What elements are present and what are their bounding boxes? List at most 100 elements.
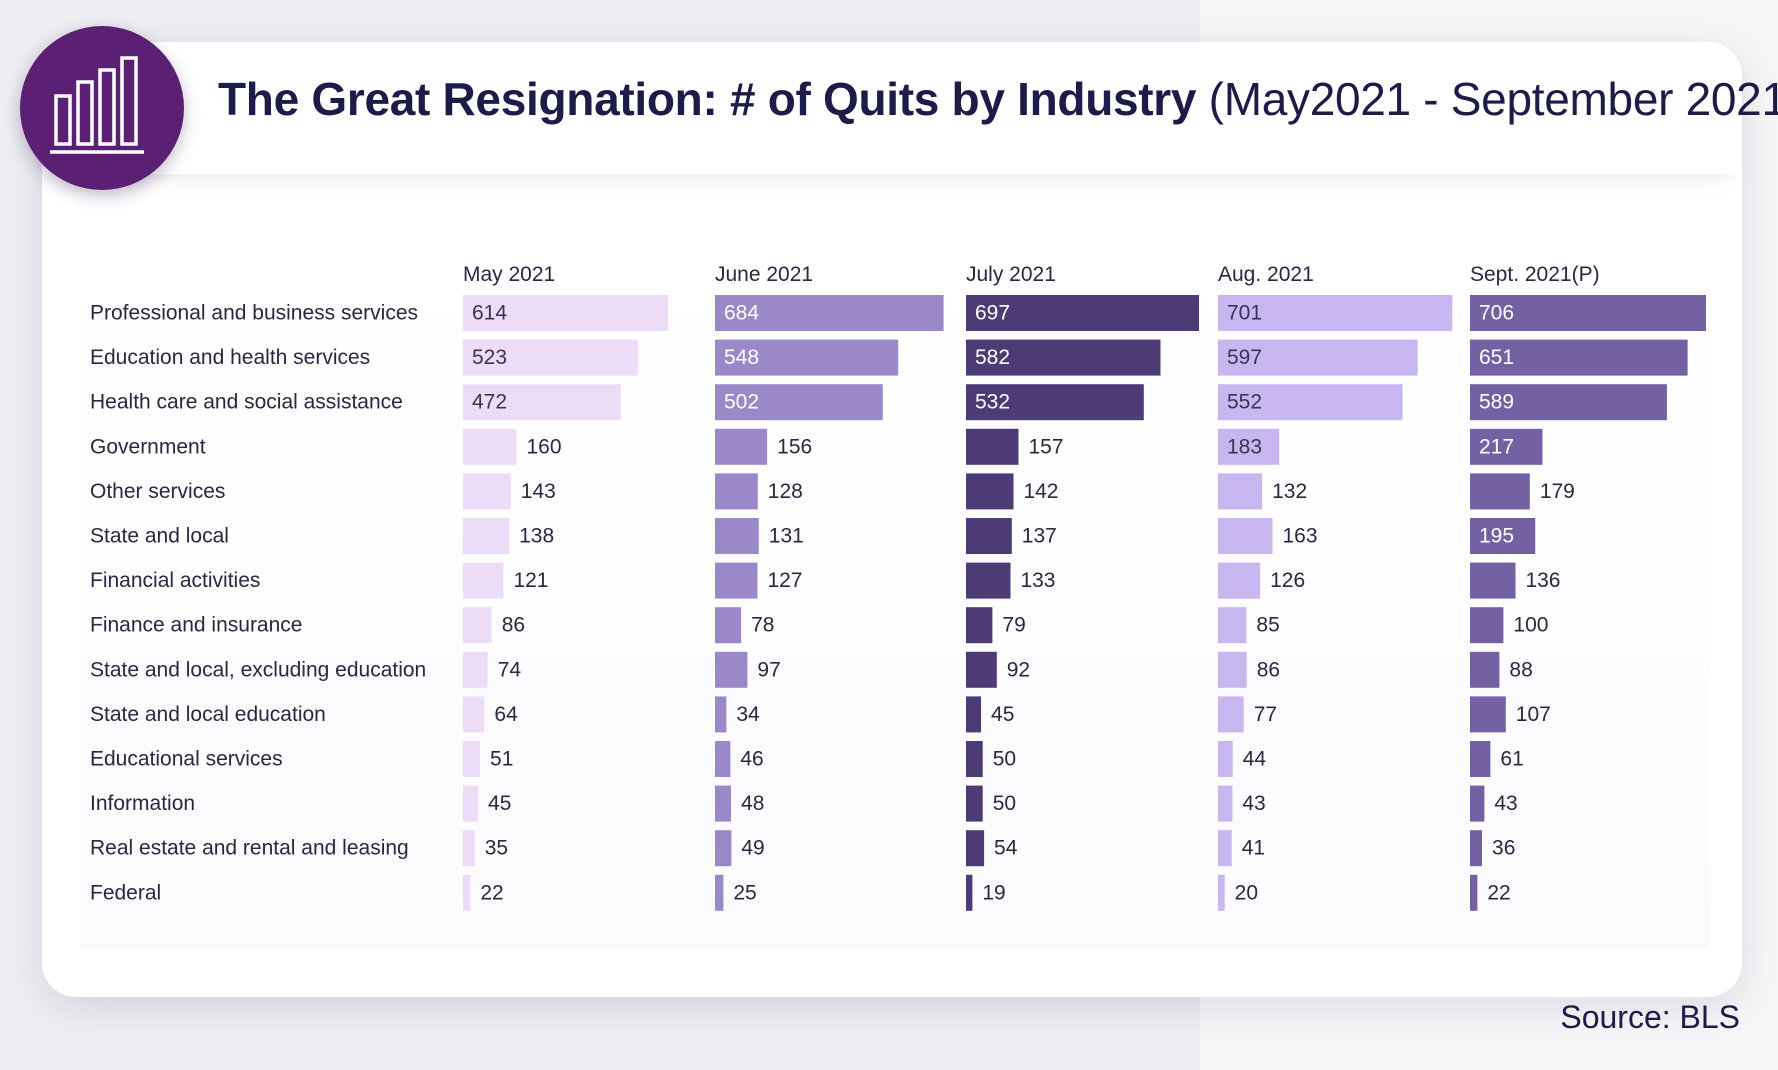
bar	[715, 651, 748, 688]
bar-value-label: 127	[767, 569, 802, 592]
bar-value-label: 706	[1479, 302, 1514, 325]
bar-value-label: 78	[751, 614, 774, 637]
bar-value-label: 22	[480, 881, 503, 904]
bar	[966, 785, 983, 822]
bar-value-label: 20	[1235, 881, 1258, 904]
bar-value-label: 45	[991, 703, 1014, 726]
bar-value-label: 74	[498, 658, 522, 681]
bar	[966, 518, 1012, 554]
bar-value-label: 132	[1272, 480, 1307, 503]
bar	[966, 384, 1144, 421]
bar	[1470, 562, 1516, 599]
bar-value-label: 614	[472, 302, 507, 325]
bar-value-label: 548	[724, 346, 759, 369]
bar-value-label: 86	[502, 614, 525, 637]
bar	[1218, 339, 1418, 376]
bar-value-label: 697	[975, 302, 1010, 325]
category-label: Other services	[90, 480, 225, 503]
bar-value-label: 217	[1479, 435, 1514, 458]
bar-value-label: 48	[741, 792, 764, 815]
bar	[1470, 696, 1506, 733]
title-date-range: (May2021 - September 2021)	[1208, 73, 1778, 125]
bar	[1218, 830, 1232, 867]
bar	[1218, 651, 1247, 688]
bar-value-label: 41	[1242, 837, 1265, 860]
bar-value-label: 133	[1020, 569, 1055, 592]
category-label: Government	[90, 435, 206, 458]
category-label: Professional and business services	[90, 302, 418, 325]
bar-value-label: 160	[526, 435, 561, 458]
bar-value-label: 138	[519, 525, 554, 548]
bar-value-label: 100	[1513, 614, 1548, 637]
bar-value-label: 131	[769, 525, 804, 548]
bar-value-label: 22	[1487, 881, 1510, 904]
bar-value-label: 156	[777, 435, 812, 458]
bar-value-label: 684	[724, 302, 759, 325]
bar	[1218, 874, 1225, 911]
bar-value-label: 49	[741, 837, 764, 860]
bar-value-label: 137	[1022, 525, 1057, 548]
bar-value-label: 88	[1509, 658, 1532, 681]
bar	[463, 741, 480, 777]
bar	[715, 874, 724, 911]
bar-value-label: 472	[472, 391, 507, 414]
bar	[463, 830, 475, 867]
bar	[1470, 874, 1478, 911]
bar	[715, 741, 731, 777]
bar-value-label: 163	[1282, 525, 1317, 548]
bar-value-label: 43	[1494, 792, 1517, 815]
category-label: State and local	[90, 525, 229, 548]
bar	[1218, 428, 1280, 465]
bar	[966, 473, 1014, 510]
bar	[463, 562, 504, 599]
bar-value-label: 143	[521, 480, 556, 503]
bar-value-label: 582	[975, 346, 1010, 369]
bar-value-label: 46	[740, 748, 763, 771]
bar	[715, 295, 944, 331]
title-main: The Great Resignation: # of Quits by Ind…	[218, 73, 1197, 125]
bar	[463, 339, 638, 376]
bar-value-label: 532	[975, 391, 1010, 414]
bar	[715, 384, 883, 421]
bar-value-label: 502	[724, 391, 759, 414]
bar	[463, 473, 511, 510]
bar	[715, 785, 731, 822]
bar-chart-icon	[50, 56, 144, 154]
chart-header	[42, 42, 1742, 174]
bar	[1470, 473, 1530, 510]
bar-value-label: 44	[1243, 748, 1267, 771]
bar	[463, 518, 510, 554]
bar	[1470, 785, 1485, 822]
bar	[715, 830, 732, 867]
bar	[1218, 518, 1273, 554]
bar	[1470, 741, 1491, 777]
bar	[966, 830, 985, 867]
bar	[1470, 518, 1536, 554]
bar	[715, 607, 742, 644]
bar-value-label: 157	[1028, 435, 1063, 458]
bar-value-label: 51	[490, 748, 513, 771]
bar-value-label: 589	[1479, 391, 1514, 414]
bar-value-label: 136	[1525, 569, 1560, 592]
bar-value-label: 97	[757, 658, 780, 681]
bar	[966, 874, 973, 911]
category-label: Federal	[90, 881, 161, 904]
bar	[1218, 384, 1403, 421]
bar	[966, 651, 997, 688]
bar-value-label: 36	[1492, 837, 1515, 860]
bar	[1470, 384, 1667, 421]
series-header: May 2021	[463, 263, 555, 286]
bar	[463, 384, 621, 421]
bar	[1218, 295, 1453, 331]
bar	[1218, 473, 1263, 510]
bar-value-label: 597	[1227, 346, 1262, 369]
category-label: Finance and insurance	[90, 614, 302, 637]
bar-value-label: 126	[1270, 569, 1305, 592]
bar	[1218, 696, 1244, 733]
bar-value-label: 61	[1500, 748, 1523, 771]
bar-value-label: 86	[1257, 658, 1280, 681]
bar	[966, 696, 981, 733]
category-label: Education and health services	[90, 346, 370, 369]
logo-badge	[20, 26, 184, 190]
